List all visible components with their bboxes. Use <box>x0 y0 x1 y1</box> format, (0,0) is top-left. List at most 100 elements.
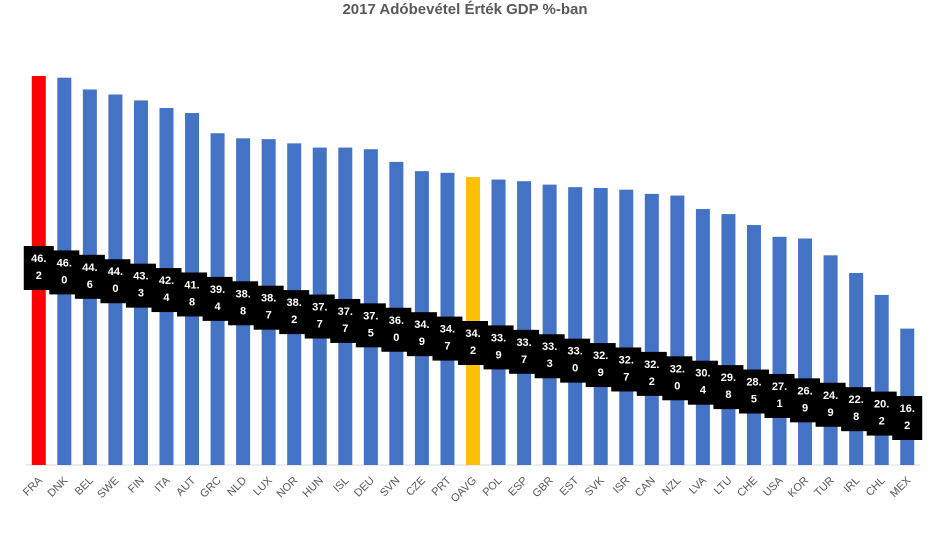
data-label-text: 0 <box>572 363 578 375</box>
data-label-grc: 39.4 <box>202 276 233 321</box>
data-label-text: 0 <box>112 283 118 295</box>
tick-label-lva: LVA <box>687 474 710 497</box>
data-label-text: 44. <box>82 262 97 274</box>
data-label-box <box>355 303 386 348</box>
tick-label-irl: IRL <box>842 475 863 496</box>
data-label-text: 9 <box>598 367 604 379</box>
data-label-text: 36. <box>389 315 404 327</box>
data-label-box <box>177 272 208 317</box>
x-tick-labels-group: FRA DNK BEL SWE FIN ITA AUT GRC NLD LUX NOR HUN ISL D… <box>21 474 914 505</box>
tick-label-gbr: GBR <box>530 475 555 500</box>
data-label-can: 32.2 <box>636 351 667 396</box>
data-label-box <box>738 369 769 414</box>
data-label-text: 0 <box>61 274 67 286</box>
data-label-text: 38. <box>261 293 276 305</box>
data-label-text: 42. <box>159 275 174 287</box>
tick-label-oavg: OAVG <box>449 475 479 505</box>
tick-label-fin: FIN <box>126 475 147 496</box>
data-label-usa: 27.1 <box>764 373 795 418</box>
bar-tur <box>823 255 838 465</box>
data-label-text: 32. <box>593 350 608 362</box>
data-label-text: 43. <box>133 271 148 283</box>
data-label-text: 0 <box>393 332 399 344</box>
bar-svk <box>593 187 608 466</box>
tick-label-nor: NOR <box>275 475 301 501</box>
data-label-gbr: 33.3 <box>534 334 565 379</box>
data-label-text: 4 <box>215 301 222 313</box>
data-label-text: 32. <box>619 354 634 366</box>
tick-label-hun: HUN <box>301 475 326 500</box>
data-label-text: 7 <box>521 354 527 366</box>
data-label-svn: 36.0 <box>381 307 412 352</box>
data-label-box <box>662 356 693 401</box>
tick-label-usa: USA <box>761 474 786 499</box>
data-label-cze: 34.9 <box>406 312 437 357</box>
data-label-box <box>687 360 718 405</box>
tick-label-ita: ITA <box>153 474 173 494</box>
chart-title: 2017 Adóbevétel Érték GDP %-ban <box>342 1 587 18</box>
tick-label-bel: BEL <box>73 475 96 498</box>
data-label-text: 33. <box>491 332 506 344</box>
data-label-oavg: 34.2 <box>458 321 488 365</box>
tick-label-cze: CZE <box>404 475 428 499</box>
data-label-text: 9 <box>419 336 425 348</box>
tick-label-nzl: NZL <box>660 475 683 498</box>
tick-label-kor: KOR <box>786 475 811 500</box>
data-label-text: 8 <box>853 411 859 423</box>
tick-label-fra: FRA <box>21 474 46 499</box>
data-label-text: 3 <box>138 288 144 300</box>
tick-label-che: CHE <box>735 475 760 500</box>
bar-gbr <box>542 184 557 465</box>
data-label-box <box>125 263 156 308</box>
data-label-text: 46. <box>31 253 46 265</box>
data-label-text: 37. <box>312 302 327 314</box>
data-label-text: 38. <box>235 288 250 300</box>
bar-ltu <box>721 214 736 465</box>
tick-label-lux: LUX <box>251 474 275 498</box>
bar-irl <box>849 273 864 465</box>
data-label-text: 8 <box>189 296 195 308</box>
tick-label-can: CAN <box>633 475 658 500</box>
data-label-box <box>815 382 846 427</box>
bar-est <box>568 187 583 465</box>
data-label-text: 22. <box>848 394 863 406</box>
data-label-text: 6 <box>87 279 93 291</box>
tick-label-grc: GRC <box>198 475 224 501</box>
data-label-text: 2 <box>470 345 476 357</box>
data-label-swe: 44.0 <box>100 259 131 304</box>
data-label-text: 2 <box>904 420 910 432</box>
tick-label-mex: MEX <box>888 474 914 500</box>
data-label-text: 3 <box>547 358 553 370</box>
data-labels-group: 46.246.044.644.043.342.441.839.438.838.7… <box>23 246 923 440</box>
tick-label-est: EST <box>558 474 582 498</box>
data-label-text: 39. <box>210 284 225 296</box>
data-label-text: 9 <box>495 349 501 361</box>
tick-label-esp: ESP <box>506 475 530 499</box>
data-label-text: 4 <box>163 292 170 304</box>
data-label-text: 32. <box>670 363 685 375</box>
data-label-irl: 22.8 <box>841 387 872 432</box>
data-label-box <box>228 281 259 326</box>
data-label-text: 2 <box>879 416 885 428</box>
data-label-fra: 46.2 <box>23 246 54 290</box>
data-label-text: 34. <box>440 324 455 336</box>
data-label-svk: 32.9 <box>585 343 616 388</box>
data-label-bel: 44.6 <box>74 254 105 299</box>
tick-label-svk: SVK <box>583 474 608 499</box>
data-label-text: 34. <box>465 328 480 340</box>
bar-lva <box>695 209 710 465</box>
data-label-ltu: 29.8 <box>713 365 744 410</box>
bar-esp <box>517 181 532 465</box>
data-label-text: 5 <box>368 327 374 339</box>
data-label-text: 2 <box>649 376 655 388</box>
data-label-pol: 33.9 <box>483 325 514 370</box>
data-label-box <box>74 254 105 299</box>
tick-label-aut: AUT <box>174 474 198 498</box>
bar-kor <box>798 238 813 465</box>
tick-label-ltu: LTU <box>712 475 735 498</box>
data-label-dnk: 46.0 <box>49 250 80 295</box>
data-label-box <box>611 347 642 392</box>
data-label-box <box>253 285 284 330</box>
data-label-box <box>49 250 80 295</box>
data-label-nor: 38.2 <box>279 290 310 335</box>
